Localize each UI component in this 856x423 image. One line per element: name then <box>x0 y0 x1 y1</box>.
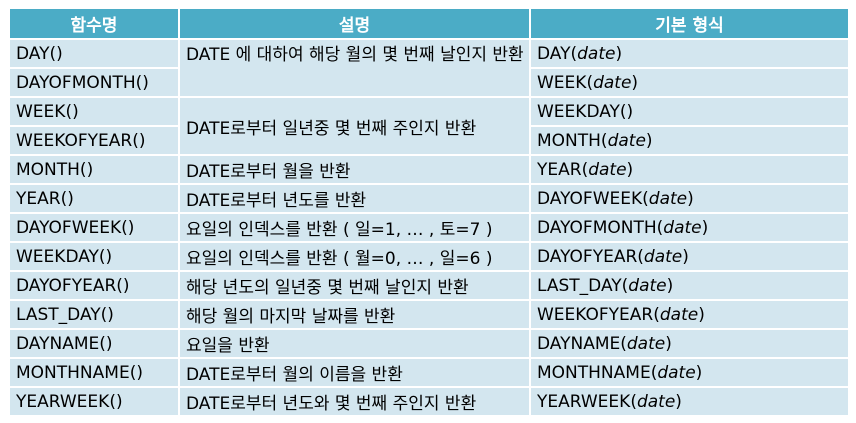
format-close: ) <box>645 130 653 151</box>
description-cell: 요일의 인덱스를 반환 ( 일=1, … , 토=7 ) <box>178 212 531 243</box>
format-func: DAY( <box>537 43 578 64</box>
description-cell: DATE로부터 일년중 몇 번째 주인지 반환 <box>178 96 531 156</box>
format-close: ) <box>666 275 674 296</box>
format-func: YEARWEEK( <box>537 391 637 412</box>
format-cell: DAYOFWEEK(date) <box>529 183 850 214</box>
format-close: ) <box>626 159 634 180</box>
table-row: DAYOFWEEK() 요일의 인덱스를 반환 ( 일=1, … , 토=7 )… <box>8 212 850 243</box>
format-func: DAYOFYEAR( <box>537 246 644 267</box>
function-name-cell: WEEKDAY() <box>8 241 180 272</box>
format-arg: date <box>577 43 616 64</box>
description-cell: DATE로부터 월의 이름을 반환 <box>178 357 531 388</box>
format-arg: date <box>663 217 702 238</box>
date-function-table: 함수명 설명 기본 형식 DAY() DATE 에 대하여 해당 월의 몇 번째… <box>8 7 850 417</box>
format-arg: date <box>588 159 627 180</box>
function-name-cell: DAYOFYEAR() <box>8 270 180 301</box>
format-func: MONTHNAME( <box>537 362 658 383</box>
format-arg: date <box>636 391 676 412</box>
header-basic-format: 기본 형식 <box>529 7 850 40</box>
header-row: 함수명 설명 기본 형식 <box>8 7 850 40</box>
table-row: LAST_DAY() 해당 월의 마지막 날짜를 반환 WEEKOFYEAR(d… <box>8 299 850 330</box>
format-close: ) <box>698 304 705 325</box>
table-row: DAY() DATE 에 대하여 해당 월의 몇 번째 날인지 반환 DAY(d… <box>8 38 850 98</box>
description-cell: DATE로부터 월을 반환 <box>178 154 531 185</box>
function-name-cell: WEEK() <box>8 96 180 127</box>
format-cell: LAST_DAY(date) <box>529 270 850 301</box>
format-cell: WEEKOFYEAR(date) <box>529 299 850 330</box>
format-cell: WEEKDAY() <box>529 96 850 127</box>
format-func: YEAR( <box>537 159 589 180</box>
function-name-cell: DAYNAME() <box>8 328 180 359</box>
format-func: WEEKOFYEAR( <box>537 304 660 325</box>
table-row: MONTH() DATE로부터 월을 반환 YEAR(date) <box>8 154 850 185</box>
table-row: DAYNAME() 요일을 반환 DAYNAME(date) <box>8 328 850 359</box>
format-func: DAYOFMONTH( <box>537 217 664 238</box>
format-arg: date <box>628 275 667 296</box>
format-cell: DAYOFYEAR(date) <box>529 241 850 272</box>
format-close: ) <box>675 391 682 412</box>
function-name-cell: YEARWEEK() <box>8 386 180 417</box>
format-cell: MONTH(date) <box>529 125 850 156</box>
format-close: ) <box>687 188 694 209</box>
format-close: ) <box>615 43 623 64</box>
table-row: MONTHNAME() DATE로부터 월의 이름을 반환 MONTHNAME(… <box>8 357 850 388</box>
description-cell: 해당 월의 마지막 날짜를 반환 <box>178 299 531 330</box>
format-close: ) <box>631 72 639 93</box>
function-name-cell: MONTH() <box>8 154 180 185</box>
function-name-cell: DAYOFWEEK() <box>8 212 180 243</box>
format-cell: WEEK(date) <box>529 67 850 98</box>
format-arg: date <box>643 246 683 267</box>
format-func: WEEKDAY() <box>537 101 634 122</box>
header-description: 설명 <box>178 7 531 40</box>
table-row: DAYOFYEAR() 해당 년도의 일년중 몇 번째 날인지 반환 LAST_… <box>8 270 850 301</box>
description-cell: 요일의 인덱스를 반환 ( 월=0, … , 일=6 ) <box>178 241 531 272</box>
format-func: DAYOFWEEK( <box>537 188 649 209</box>
table-row: WEEKDAY() 요일의 인덱스를 반환 ( 월=0, … , 일=6 ) D… <box>8 241 850 272</box>
function-name-cell: WEEKOFYEAR() <box>8 125 180 156</box>
format-func: DAYNAME( <box>537 333 627 354</box>
format-func: WEEK( <box>537 72 594 93</box>
description-cell: 요일을 반환 <box>178 328 531 359</box>
function-name-cell: DAY() <box>8 38 180 69</box>
format-close: ) <box>682 246 689 267</box>
table-row: YEAR() DATE로부터 년도를 반환 DAYOFWEEK(date) <box>8 183 850 214</box>
format-arg: date <box>607 130 646 151</box>
format-close: ) <box>695 362 703 383</box>
format-func: MONTH( <box>537 130 608 151</box>
function-table-container: 함수명 설명 기본 형식 DAY() DATE 에 대하여 해당 월의 몇 번째… <box>8 7 850 417</box>
function-name-cell: MONTHNAME() <box>8 357 180 388</box>
table-row: WEEK() DATE로부터 일년중 몇 번째 주인지 반환 WEEKDAY() <box>8 96 850 156</box>
format-arg: date <box>626 333 666 354</box>
format-cell: MONTHNAME(date) <box>529 357 850 388</box>
description-cell: DATE 에 대하여 해당 월의 몇 번째 날인지 반환 <box>178 38 531 98</box>
format-cell: DAY(date) <box>529 38 850 69</box>
format-cell: DAYNAME(date) <box>529 328 850 359</box>
function-name-cell: LAST_DAY() <box>8 299 180 330</box>
description-cell: DATE로부터 년도를 반환 <box>178 183 531 214</box>
header-function-name: 함수명 <box>8 7 180 40</box>
format-func: LAST_DAY( <box>537 275 629 296</box>
format-cell: YEAR(date) <box>529 154 850 185</box>
table-row: WEEKOFYEAR() MONTH(date) <box>8 125 850 156</box>
function-name-cell: YEAR() <box>8 183 180 214</box>
table-row: DAYOFMONTH() WEEK(date) <box>8 67 850 98</box>
table-row: YEARWEEK() DATE로부터 년도와 몇 번째 주인지 반환 YEARW… <box>8 386 850 417</box>
format-close: ) <box>701 217 709 238</box>
format-arg: date <box>593 72 632 93</box>
format-cell: DAYOFMONTH(date) <box>529 212 850 243</box>
format-cell: YEARWEEK(date) <box>529 386 850 417</box>
description-cell: 해당 년도의 일년중 몇 번째 날인지 반환 <box>178 270 531 301</box>
format-arg: date <box>659 304 699 325</box>
function-name-cell: DAYOFMONTH() <box>8 67 180 98</box>
format-close: ) <box>665 333 672 354</box>
format-arg: date <box>657 362 696 383</box>
description-cell: DATE로부터 년도와 몇 번째 주인지 반환 <box>178 386 531 417</box>
format-arg: date <box>648 188 688 209</box>
